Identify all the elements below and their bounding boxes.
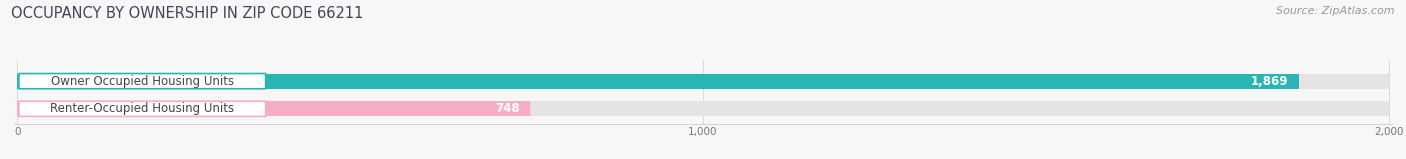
Text: Source: ZipAtlas.com: Source: ZipAtlas.com	[1277, 6, 1395, 16]
Bar	[17, 74, 1389, 89]
Text: Owner Occupied Housing Units: Owner Occupied Housing Units	[51, 75, 233, 88]
Bar	[17, 101, 1389, 116]
FancyBboxPatch shape	[18, 74, 266, 89]
Text: 1,869: 1,869	[1251, 75, 1288, 88]
FancyBboxPatch shape	[18, 101, 266, 116]
Text: 748: 748	[495, 102, 520, 115]
Bar	[17, 101, 530, 116]
Bar	[17, 74, 1299, 89]
Text: OCCUPANCY BY OWNERSHIP IN ZIP CODE 66211: OCCUPANCY BY OWNERSHIP IN ZIP CODE 66211	[11, 6, 364, 21]
Text: Renter-Occupied Housing Units: Renter-Occupied Housing Units	[51, 102, 235, 115]
